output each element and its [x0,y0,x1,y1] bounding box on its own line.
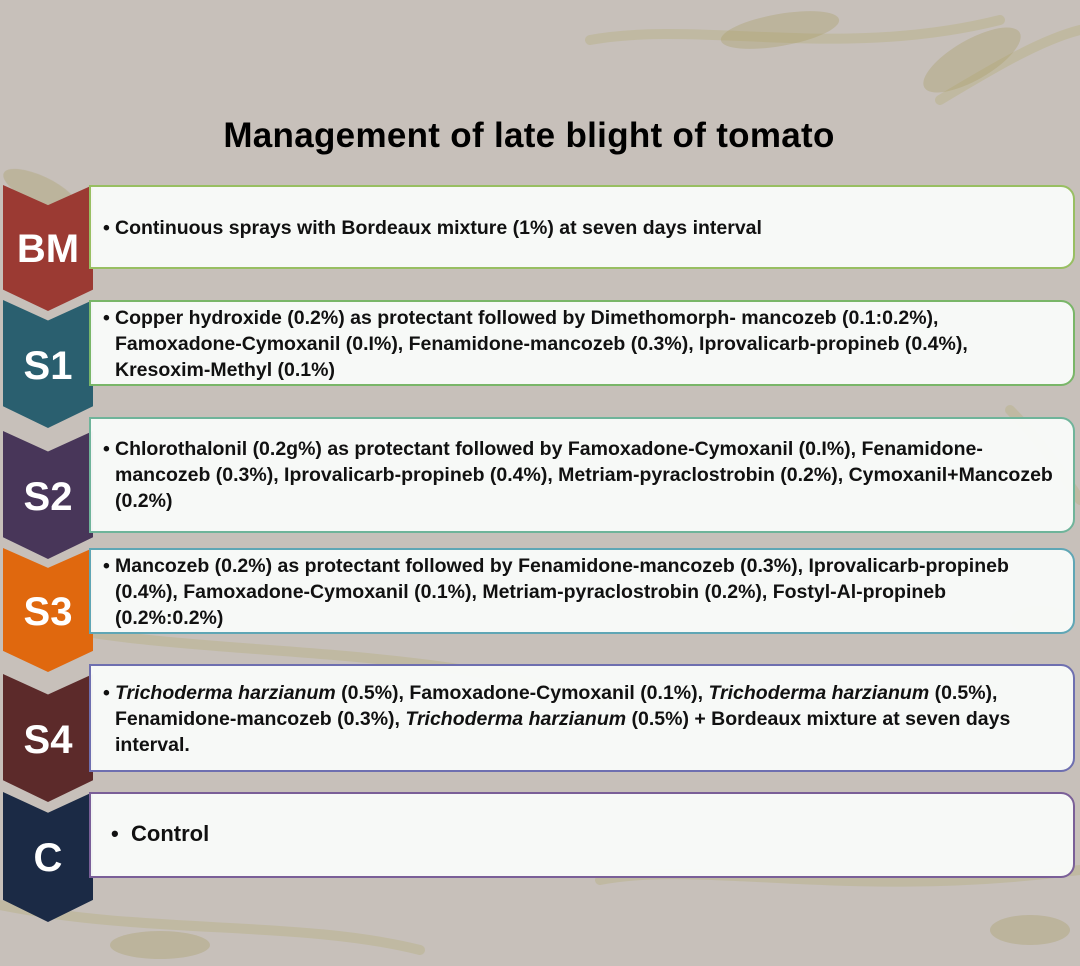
strategy-label: C [33,836,63,880]
strategy-bullet: • Trichoderma harzianum (0.5%), Famoxadon… [103,682,1011,756]
strategy-label: S1 [23,344,73,388]
strategy-bullet: • Control [111,821,210,846]
strategy-text: Copper hydroxide (0.2%) as protectant fo… [115,307,968,381]
strategy-bullet: • Copper hydroxide (0.2%) as protectant f… [103,307,968,381]
strategy-description-box: • Copper hydroxide (0.2%) as protectant f… [89,300,1075,386]
strategy-text: Chlorothalonil (0.2g%) as protectant fol… [115,438,1053,512]
strategy-chevron: S4 [3,674,93,802]
strategy-label: S2 [23,475,73,519]
strategy-text: Mancozeb (0.2%) as protectant followed b… [115,555,1009,629]
strategy-text: Continuous sprays with Bordeaux mixture … [115,217,762,239]
strategy-description-box: • Control [89,792,1075,878]
strategy-text-italic: Trichoderma harzianum [708,682,930,704]
strategy-bullet: • Chlorothalonil (0.2g%) as protectant fo… [103,438,1053,512]
page-title: Management of late blight of tomato [223,116,835,155]
strategy-text: (0.5%), Famoxadone-Cymoxanil (0.1%), [335,682,709,704]
strategy-description-box: • Continuous sprays with Bordeaux mixture… [89,185,1075,269]
strategy-text: (0.5%), Fenamidone-mancozeb (0.3%), [115,682,998,730]
strategy-label: S3 [23,590,73,634]
strategy-bullet: • Mancozeb (0.2%) as protectant followed … [103,555,1009,629]
strategy-chevron: C [3,792,93,922]
strategy-chevron: S2 [3,431,93,559]
strategy-chevron: BM [3,185,93,311]
strategy-description-box: • Mancozeb (0.2%) as protectant followed … [89,548,1075,634]
strategy-label: BM [16,227,80,271]
strategy-text: Control [131,821,210,846]
strategy-description-box: • Chlorothalonil (0.2g%) as protectant fo… [89,417,1075,533]
strategy-text-italic: Trichoderma harzianum [405,708,627,730]
strategy-label: S4 [23,718,73,762]
strategy-chevron: S3 [3,548,93,672]
strategy-description-box: • Trichoderma harzianum (0.5%), Famoxadon… [89,664,1075,772]
strategy-bullet: • Continuous sprays with Bordeaux mixture… [103,217,762,239]
strategy-text-italic: Trichoderma harzianum [115,682,336,704]
strategy-chevron: S1 [3,300,93,428]
strategy-text: (0.5%) + Bordeaux mixture at seven days … [115,708,1011,756]
